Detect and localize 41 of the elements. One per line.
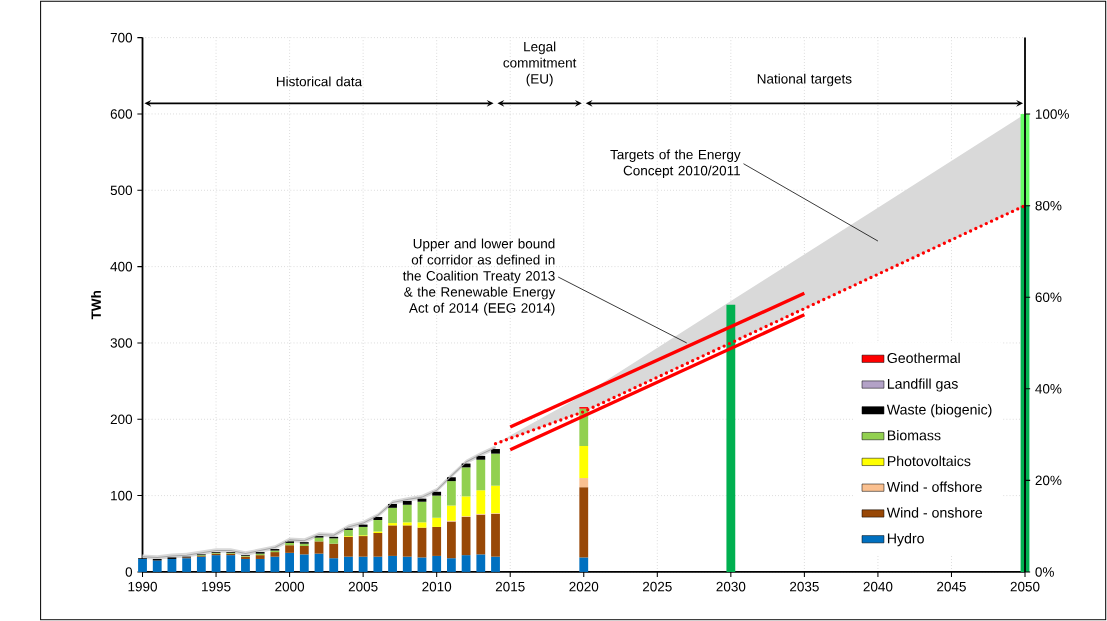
y2-tick-label: 100%: [1035, 109, 1069, 119]
x-tick-label: 2015: [495, 581, 525, 592]
x-tick-label: 2025: [642, 581, 672, 592]
x-tick-label: 2050: [1010, 581, 1040, 592]
y-tick-label: 300: [110, 338, 133, 348]
y2-tick-label: 80%: [1035, 200, 1062, 211]
x-tick-label: 2005: [348, 581, 378, 592]
legend-label: Landfill gas: [887, 378, 958, 392]
x-tick-label: 2045: [937, 581, 966, 592]
legend-label: Geothermal: [887, 352, 960, 363]
annotation: Targets of the Energy Concept 2010/2011: [610, 149, 741, 178]
x-tick-label: 1990: [128, 581, 157, 592]
y2-tick-label: 0%: [1035, 567, 1054, 577]
legend-label: Photovoltaics: [887, 455, 971, 467]
y2-tick-label: 60%: [1035, 292, 1062, 302]
x-tick-label: 2040: [863, 581, 893, 592]
legend-label: Hydro: [887, 533, 924, 547]
y-tick-label: 0: [125, 567, 133, 577]
annotation: Legal commitment (EU): [503, 41, 577, 87]
y2-tick-label: 20%: [1035, 475, 1062, 486]
legend-label: Waste (biogenic): [886, 404, 992, 418]
y-tick-label: 700: [110, 32, 133, 43]
legend-label: Wind - offshore: [886, 481, 982, 492]
y-tick-label: 100: [111, 490, 133, 501]
x-tick-label: 2030: [716, 581, 746, 592]
x-tick-label: 2000: [275, 581, 305, 592]
x-tick-label: 2020: [569, 581, 599, 592]
y2-tick-label: 40%: [1035, 383, 1062, 394]
y-tick-label: 600: [110, 109, 133, 119]
annotation: Historical data: [276, 76, 363, 87]
annotation: National targets: [757, 73, 852, 87]
y-tick-label: 200: [110, 414, 133, 424]
legend-label: Biomass: [887, 429, 941, 441]
y-axis-title: TWh: [91, 290, 101, 320]
x-tick-label: 1995: [202, 581, 231, 592]
y-tick-label: 500: [110, 185, 133, 196]
y-tick-label: 400: [110, 261, 133, 272]
legend-label: Wind - onshore: [886, 507, 983, 518]
annotation: Upper and lower bound of corridor as defined in the Coalition Treaty 2013 & the Renewable Energy Act of 2014 (EEG 2014): [402, 238, 556, 316]
x-tick-label: 2010: [422, 581, 452, 592]
x-tick-label: 2035: [790, 581, 819, 592]
